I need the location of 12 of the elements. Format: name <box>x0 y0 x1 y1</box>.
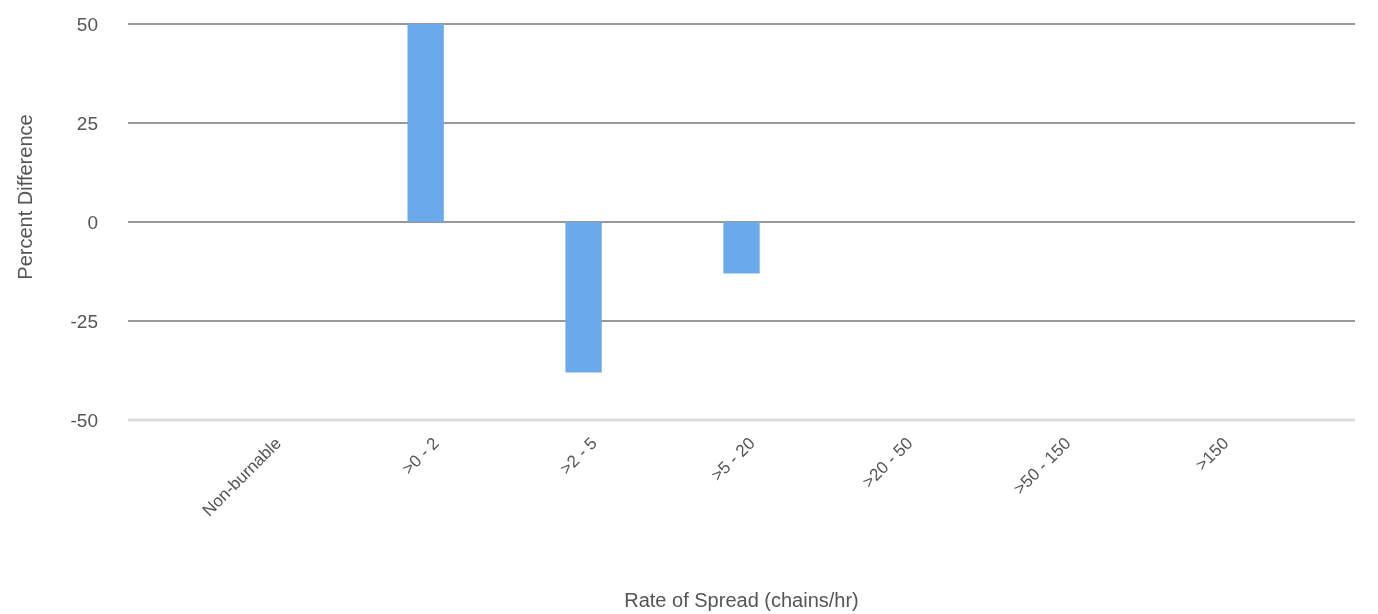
x-tick-label: >5 - 20 <box>707 433 759 485</box>
x-axis-title: Rate of Spread (chains/hr) <box>624 589 859 611</box>
y-tick-label: -25 <box>70 310 98 332</box>
y-tick-label: 50 <box>76 13 98 35</box>
x-tick-label: >2 - 5 <box>556 433 601 479</box>
x-tick-label: >0 - 2 <box>398 433 443 479</box>
y-tick-label: -50 <box>70 409 98 431</box>
y-tick-label: 25 <box>76 112 98 134</box>
y-tick-label: 0 <box>87 211 98 233</box>
y-axis-title: Percent Difference <box>14 114 36 280</box>
x-tick-label: >50 - 150 <box>1009 433 1075 499</box>
x-tick-label: >20 - 50 <box>858 433 917 492</box>
